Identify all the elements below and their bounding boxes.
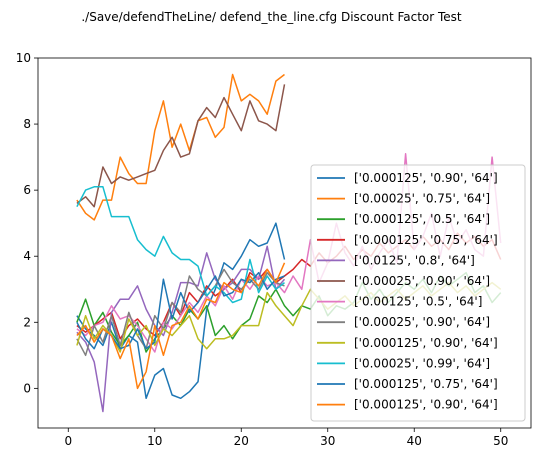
x-tick-label: 40	[407, 434, 422, 448]
series-line-10	[76, 186, 285, 304]
y-tick-label: 0	[23, 381, 31, 395]
legend-box	[310, 164, 526, 422]
x-tick-label: 0	[64, 434, 72, 448]
x-tick-label: 30	[320, 434, 335, 448]
legend-label: ['0.000125', '0.75', '64']	[354, 377, 498, 391]
legend-label: ['0.00025', '0.99', '64']	[354, 356, 490, 370]
legend-label: ['0.000125', '0.5', '64']	[354, 212, 490, 226]
legend: ['0.000125', '0.90', '64'] ['0.00025', '0…	[310, 164, 526, 422]
axis-ticks: 0 10 20 30 40 50 0 2 4 6 8 10	[16, 51, 509, 448]
legend-label: ['0.000125', '0.90', '64']	[354, 336, 498, 350]
plot-frame	[37, 57, 532, 429]
legend-label: ['0.000125', '0.90', '64']	[354, 171, 498, 185]
y-tick-label: 4	[23, 249, 31, 263]
x-tick-label: 10	[147, 434, 162, 448]
legend-label: ['0.000125', '0.90', '64']	[354, 398, 498, 412]
chart-title: ./Save/defendTheLine/ defend_the_line.cf…	[81, 10, 462, 24]
series-line-2	[76, 73, 285, 221]
y-tick-label: 2	[23, 315, 31, 329]
legend-label: ['0.000125', '0.75', '64']	[354, 233, 498, 247]
legend-label: ['0.0125', '0.8', '64']	[354, 253, 475, 267]
series-layer	[76, 73, 502, 413]
x-tick-label: 50	[493, 434, 508, 448]
series-line-8	[76, 268, 285, 357]
legend-label: ['0.00025', '0.90', '64']	[354, 315, 490, 329]
legend-label: ['0.00025', '0.90', '64']	[354, 274, 490, 288]
legend-label: ['0.00125', '0.5', '64']	[354, 295, 482, 309]
y-tick-label: 10	[16, 51, 31, 65]
series-line-5	[76, 245, 286, 413]
legend-label: ['0.00025', '0.75', '64']	[354, 192, 490, 206]
y-tick-label: 8	[23, 117, 31, 131]
series-line-1	[76, 222, 286, 400]
x-tick-label: 20	[234, 434, 249, 448]
series-line-6	[76, 84, 286, 208]
series-line-12	[76, 262, 286, 390]
y-tick-label: 6	[23, 183, 31, 197]
